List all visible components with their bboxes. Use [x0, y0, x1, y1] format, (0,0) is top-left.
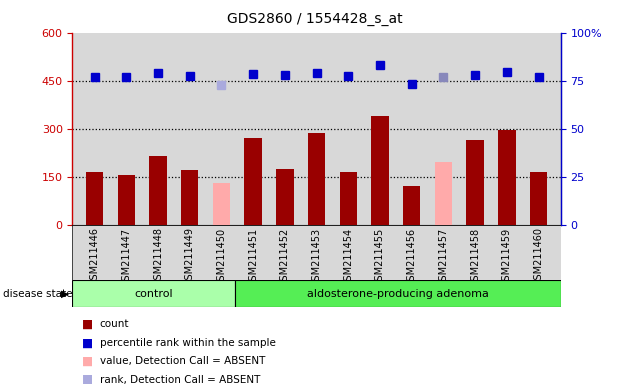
Bar: [72, 225, 561, 280]
Text: ■: ■: [82, 373, 93, 384]
Bar: [340, 172, 357, 225]
Bar: [498, 130, 515, 225]
Bar: [235, 280, 561, 307]
Bar: [435, 162, 452, 225]
Text: GSM211449: GSM211449: [185, 227, 195, 286]
Bar: [466, 140, 484, 225]
Bar: [213, 183, 230, 225]
Bar: [276, 169, 294, 225]
Text: percentile rank within the sample: percentile rank within the sample: [100, 338, 275, 348]
Text: GSM211453: GSM211453: [312, 227, 321, 286]
Text: GSM211447: GSM211447: [122, 227, 131, 286]
Bar: [244, 138, 262, 225]
Bar: [371, 116, 389, 225]
Bar: [530, 172, 547, 225]
Bar: [118, 175, 135, 225]
Text: disease state: disease state: [3, 289, 72, 299]
Text: GSM211450: GSM211450: [217, 227, 226, 286]
Text: ▶: ▶: [61, 289, 69, 299]
Text: GDS2860 / 1554428_s_at: GDS2860 / 1554428_s_at: [227, 12, 403, 25]
Text: GSM211459: GSM211459: [502, 227, 512, 286]
Text: GSM211451: GSM211451: [248, 227, 258, 286]
Bar: [72, 280, 235, 307]
Text: GSM211457: GSM211457: [438, 227, 449, 287]
Bar: [308, 134, 325, 225]
Text: control: control: [135, 289, 173, 299]
Bar: [403, 186, 420, 225]
Text: GSM211460: GSM211460: [534, 227, 544, 286]
Text: GSM211446: GSM211446: [89, 227, 100, 286]
Text: value, Detection Call = ABSENT: value, Detection Call = ABSENT: [100, 356, 265, 366]
Text: GSM211454: GSM211454: [343, 227, 353, 286]
Text: GSM211456: GSM211456: [407, 227, 416, 286]
Bar: [181, 170, 198, 225]
Text: ■: ■: [82, 336, 93, 349]
Text: GSM211458: GSM211458: [470, 227, 480, 286]
Text: ■: ■: [82, 318, 93, 331]
Text: count: count: [100, 319, 129, 329]
Bar: [86, 172, 103, 225]
Text: rank, Detection Call = ABSENT: rank, Detection Call = ABSENT: [100, 375, 260, 384]
Text: ■: ■: [82, 355, 93, 368]
Text: GSM211455: GSM211455: [375, 227, 385, 287]
Text: aldosterone-producing adenoma: aldosterone-producing adenoma: [307, 289, 489, 299]
Bar: [149, 156, 167, 225]
Text: GSM211452: GSM211452: [280, 227, 290, 287]
Text: GSM211448: GSM211448: [153, 227, 163, 286]
